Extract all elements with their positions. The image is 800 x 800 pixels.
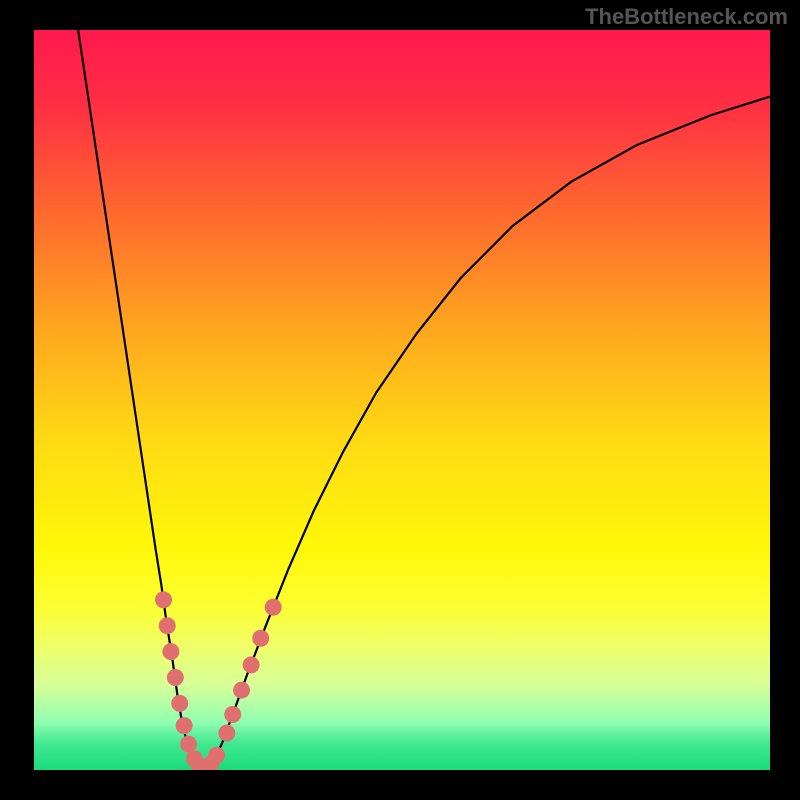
curve-marker — [171, 695, 188, 712]
curve-marker — [176, 717, 193, 734]
plot-area — [34, 30, 770, 770]
curve-marker — [159, 617, 176, 634]
watermark-text: TheBottleneck.com — [585, 4, 788, 30]
curve-marker — [252, 630, 269, 647]
curve-marker — [218, 725, 235, 742]
curve-marker — [265, 599, 282, 616]
right-curve — [203, 97, 770, 770]
left-curve — [78, 30, 203, 769]
curve-marker — [167, 669, 184, 686]
curve-marker — [224, 706, 241, 723]
curve-marker — [155, 591, 172, 608]
curve-marker — [233, 682, 250, 699]
curve-marker — [243, 656, 260, 673]
curve-marker — [180, 736, 197, 753]
curve-marker — [208, 747, 225, 764]
chart-container: TheBottleneck.com — [0, 0, 800, 800]
bottleneck-curve-chart — [34, 30, 770, 770]
marker-group — [155, 591, 282, 770]
curve-marker — [162, 643, 179, 660]
